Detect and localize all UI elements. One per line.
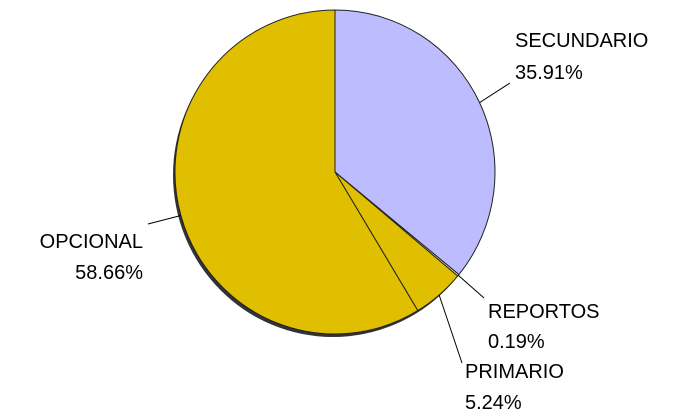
pie-slice-secundario [334, 9, 496, 276]
label-opcional-name: OPCIONAL [40, 231, 143, 253]
leader-line-reportos [457, 274, 485, 299]
leader-line-opcional [147, 215, 182, 225]
leader-lines [147, 82, 511, 364]
label-opcional-percent: 58.66% [75, 262, 143, 284]
label-reportos-name: REPORTOS [488, 301, 600, 323]
pie-slice-opcional [174, 9, 419, 335]
label-reportos-percent: 0.19% [488, 331, 545, 353]
label-primario-percent: 5.24% [465, 392, 522, 414]
label-primario-name: PRIMARIO [465, 361, 564, 383]
leader-line-primario [438, 294, 463, 364]
label-secundario-percent: 35.91% [515, 62, 583, 84]
leader-line-secundario [479, 82, 511, 104]
pie-slices [174, 9, 496, 335]
label-secundario-name: SECUNDARIO [515, 30, 648, 52]
